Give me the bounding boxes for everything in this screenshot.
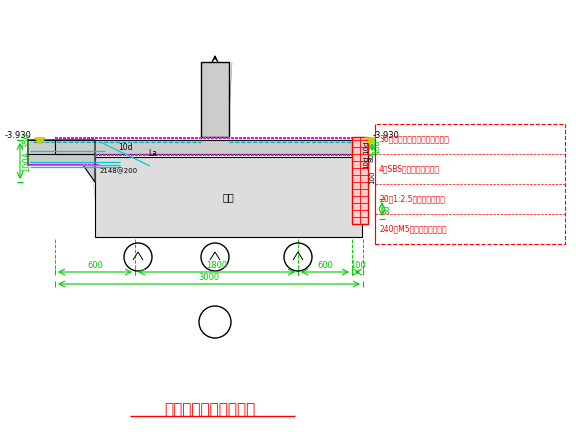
Bar (95, 157, 362, 237)
Text: 80: 80 (382, 204, 392, 214)
Text: 100: 100 (369, 170, 375, 184)
Text: 3000: 3000 (199, 273, 219, 283)
Text: La: La (148, 149, 157, 159)
Text: 10d: 10d (363, 140, 369, 154)
Bar (375, 124, 565, 244)
Text: 80: 80 (369, 152, 375, 162)
Bar (55, 140, 365, 154)
Polygon shape (35, 138, 45, 144)
Bar (352, 137, 368, 224)
Text: 2148@200: 2148@200 (100, 168, 138, 174)
Bar (201, 62, 229, 137)
Text: 600: 600 (317, 261, 333, 270)
Text: 4厚SBS改性沥青防水卷材: 4厚SBS改性沥青防水卷材 (379, 165, 440, 174)
Text: 10d: 10d (373, 140, 381, 154)
Text: 桩帽: 桩帽 (222, 192, 234, 202)
Text: 10d: 10d (363, 156, 369, 168)
Text: 240厚M5水泥砂浆砌砖胎膜: 240厚M5水泥砂浆砌砖胎膜 (379, 225, 446, 234)
Text: 1800: 1800 (206, 261, 227, 270)
Text: 30厚橡塑聚苯乙烯泡沫板保护层: 30厚橡塑聚苯乙烯泡沫板保护层 (379, 134, 449, 143)
Polygon shape (28, 140, 95, 182)
Text: -3.930: -3.930 (373, 130, 400, 140)
Text: 10d: 10d (118, 143, 132, 152)
Text: 100: 100 (350, 261, 365, 270)
Text: 600: 600 (87, 261, 103, 270)
Polygon shape (365, 138, 375, 144)
Text: -3.930: -3.930 (5, 130, 32, 140)
Text: 100A: 100A (22, 150, 32, 172)
Text: 底板四周承台处侧胎模: 底板四周承台处侧胎模 (164, 403, 256, 417)
Text: 20厚1:2.5水泥砂浆找平层: 20厚1:2.5水泥砂浆找平层 (379, 194, 445, 203)
Text: 350: 350 (22, 132, 32, 148)
